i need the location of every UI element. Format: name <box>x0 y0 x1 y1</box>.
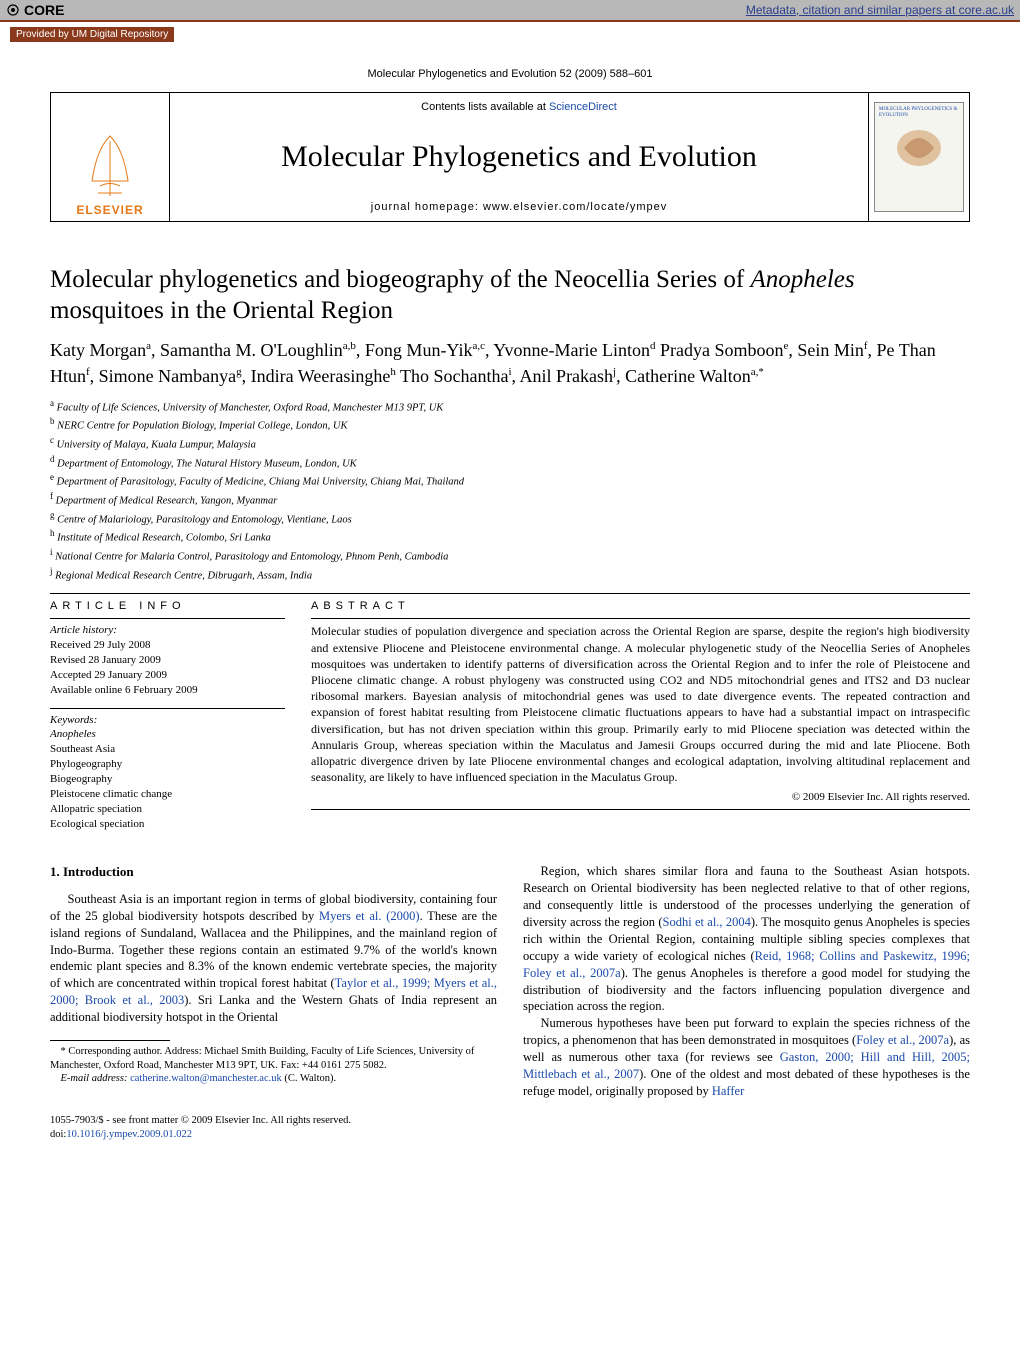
affiliation-line: h Institute of Medical Research, Colombo… <box>50 527 970 546</box>
elsevier-tree-icon <box>80 131 140 201</box>
intro-para-2: Region, which shares similar flora and f… <box>523 863 970 1015</box>
journal-masthead: ELSEVIER Contents lists available at Sci… <box>50 92 970 222</box>
abstract-column: ABSTRACT Molecular studies of population… <box>311 600 970 841</box>
history-line: Received 29 July 2008 <box>50 638 285 653</box>
core-logo: CORE <box>6 2 64 18</box>
keyword-line: Phylogeography <box>50 757 285 772</box>
sciencedirect-link[interactable]: ScienceDirect <box>549 101 617 113</box>
abstract-text: Molecular studies of population divergen… <box>311 618 970 785</box>
section-heading: 1. Introduction <box>50 863 497 881</box>
ref-link[interactable]: Sodhi et al., 2004 <box>663 915 751 929</box>
contents-prefix: Contents lists available at <box>421 101 549 113</box>
contents-line: Contents lists available at ScienceDirec… <box>421 101 617 113</box>
homepage-line: journal homepage: www.elsevier.com/locat… <box>371 201 667 213</box>
article-history-block: Article history: Received 29 July 2008Re… <box>50 618 285 697</box>
repo-tag-wrap: Provided by UM Digital Repository <box>0 22 1020 48</box>
running-citation: Molecular Phylogenetics and Evolution 52… <box>50 68 970 80</box>
intro-para-1: Southeast Asia is an important region in… <box>50 891 497 1026</box>
title-part-1: Molecular phylogenetics and biogeography… <box>50 266 750 293</box>
ref-link[interactable]: Myers et al. (2000) <box>319 909 420 923</box>
doi-line: doi:10.1016/j.ympev.2009.01.022 <box>50 1128 970 1142</box>
footnotes: * Corresponding author. Address: Michael… <box>50 1045 497 1086</box>
footnote-separator <box>50 1040 170 1041</box>
history-label: Article history: <box>50 623 285 638</box>
affiliation-line: d Department of Entomology, The Natural … <box>50 453 970 472</box>
ref-link[interactable]: Haffer <box>712 1084 744 1098</box>
keyword-line: Anopheles <box>50 727 285 742</box>
cover-cell: MOLECULAR PHYLOGENETICS & EVOLUTION <box>869 93 969 221</box>
divider <box>50 593 970 594</box>
core-icon <box>6 3 20 17</box>
article-title: Molecular phylogenetics and biogeography… <box>50 264 970 327</box>
affiliation-line: e Department of Parasitology, Faculty of… <box>50 471 970 490</box>
intro-para-3: Numerous hypotheses have been put forwar… <box>523 1015 970 1099</box>
affiliation-line: g Centre of Malariology, Parasitology an… <box>50 509 970 528</box>
journal-cover-thumb: MOLECULAR PHYLOGENETICS & EVOLUTION <box>874 102 964 212</box>
doi-link[interactable]: 10.1016/j.ympev.2009.01.022 <box>66 1129 192 1140</box>
info-abstract-row: ARTICLE INFO Article history: Received 2… <box>50 600 970 841</box>
front-matter: 1055-7903/$ - see front matter © 2009 El… <box>50 1114 970 1142</box>
history-line: Available online 6 February 2009 <box>50 683 285 698</box>
keyword-line: Allopatric speciation <box>50 802 285 817</box>
keyword-line: Biogeography <box>50 772 285 787</box>
front-matter-line: 1055-7903/$ - see front matter © 2009 El… <box>50 1114 970 1128</box>
email-link[interactable]: catherine.walton@manchester.ac.uk <box>130 1073 282 1084</box>
affiliation-line: c University of Malaya, Kuala Lumpur, Ma… <box>50 434 970 453</box>
affiliations: a Faculty of Life Sciences, University o… <box>50 397 970 584</box>
core-metadata-link[interactable]: Metadata, citation and similar papers at… <box>746 3 1014 17</box>
divider <box>311 809 970 810</box>
ref-link[interactable]: Foley et al., 2007a <box>856 1033 949 1047</box>
history-line: Accepted 29 January 2009 <box>50 668 285 683</box>
article-info-column: ARTICLE INFO Article history: Received 2… <box>50 600 285 841</box>
abstract-copyright: © 2009 Elsevier Inc. All rights reserved… <box>311 791 970 803</box>
affiliation-line: i National Centre for Malaria Control, P… <box>50 546 970 565</box>
homepage-url: www.elsevier.com/locate/ympev <box>483 201 667 213</box>
title-italic: Anopheles <box>750 266 854 293</box>
author-list: Katy Morgana, Samantha M. O'Loughlina,b,… <box>50 337 970 389</box>
affiliation-line: a Faculty of Life Sciences, University o… <box>50 397 970 416</box>
title-part-2: mosquitoes in the Oriental Region <box>50 297 393 324</box>
email-note: E-mail address: catherine.walton@manches… <box>50 1072 497 1086</box>
keyword-line: Ecological speciation <box>50 817 285 832</box>
masthead-center: Contents lists available at ScienceDirec… <box>169 93 869 221</box>
journal-title: Molecular Phylogenetics and Evolution <box>281 140 757 174</box>
affiliation-line: b NERC Centre for Population Biology, Im… <box>50 415 970 434</box>
page-content: Molecular Phylogenetics and Evolution 52… <box>0 68 1020 1172</box>
repo-tag: Provided by UM Digital Repository <box>10 27 174 42</box>
history-line: Revised 28 January 2009 <box>50 653 285 668</box>
affiliation-line: j Regional Medical Research Centre, Dibr… <box>50 565 970 584</box>
core-logo-text: CORE <box>24 2 64 18</box>
body-text: 1. Introduction Southeast Asia is an imp… <box>50 863 970 1099</box>
keyword-line: Pleistocene climatic change <box>50 787 285 802</box>
corresponding-author-note: * Corresponding author. Address: Michael… <box>50 1045 497 1072</box>
keywords-block: Keywords: AnophelesSoutheast AsiaPhyloge… <box>50 708 285 832</box>
article-info-heading: ARTICLE INFO <box>50 600 285 612</box>
cover-title: MOLECULAR PHYLOGENETICS & EVOLUTION <box>879 107 959 118</box>
keywords-label: Keywords: <box>50 713 285 728</box>
publisher-cell: ELSEVIER <box>51 93 169 221</box>
core-top-bar: CORE Metadata, citation and similar pape… <box>0 0 1020 22</box>
abstract-heading: ABSTRACT <box>311 600 970 612</box>
homepage-prefix: journal homepage: <box>371 201 483 213</box>
cover-art-icon <box>889 118 949 178</box>
publisher-name: ELSEVIER <box>76 203 143 217</box>
affiliation-line: f Department of Medical Research, Yangon… <box>50 490 970 509</box>
keyword-line: Southeast Asia <box>50 742 285 757</box>
